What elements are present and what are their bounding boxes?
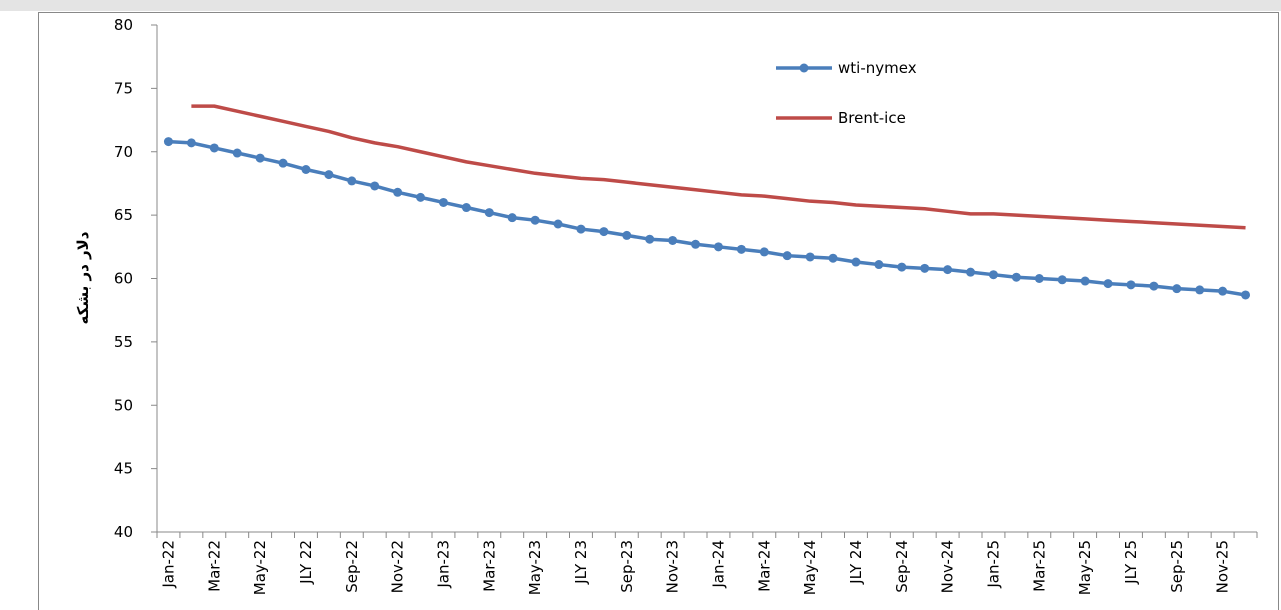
point-marker — [668, 235, 678, 245]
point-marker — [1057, 275, 1067, 285]
point-marker — [416, 192, 426, 202]
x-tick-label: Sep-22 — [343, 540, 361, 593]
x-tick-label: Nov-22 — [389, 540, 407, 593]
point-marker — [553, 219, 563, 229]
x-tick-label: Jan-24 — [709, 540, 727, 589]
point-marker — [1034, 274, 1044, 283]
point-marker — [943, 265, 953, 275]
x-tick-label: JLY 22 — [297, 540, 315, 585]
x-tick-label: Jan-25 — [984, 540, 1002, 589]
point-marker — [1011, 272, 1021, 282]
x-tick-label: Mar-22 — [205, 540, 223, 592]
y-tick-label: 75 — [114, 79, 133, 97]
x-tick-label: Sep-25 — [1168, 540, 1186, 593]
point-marker — [163, 137, 173, 147]
point-marker — [1172, 284, 1182, 294]
x-tick-label: Mar-25 — [1030, 540, 1048, 592]
point-marker — [370, 181, 380, 191]
y-tick-label: 40 — [114, 523, 133, 541]
point-marker — [507, 213, 517, 223]
point-marker — [599, 227, 609, 237]
point-marker — [874, 260, 884, 270]
point-marker — [805, 252, 815, 262]
point-marker — [255, 153, 265, 163]
point-marker — [1103, 279, 1113, 289]
point-marker — [691, 239, 701, 249]
x-tick-label: Nov-25 — [1214, 540, 1232, 593]
point-marker — [645, 234, 655, 244]
x-tick-label: May-24 — [801, 540, 819, 595]
x-tick-label: Jan-22 — [159, 540, 177, 589]
x-tick-label: Nov-24 — [939, 540, 957, 593]
point-marker — [576, 224, 586, 234]
y-tick-label: 60 — [114, 270, 133, 288]
point-marker — [209, 143, 219, 153]
line-series — [191, 104, 1246, 230]
point-marker — [461, 203, 471, 213]
x-tick-label: Mar-23 — [480, 540, 498, 592]
point-marker — [1195, 285, 1205, 295]
point-marker — [393, 187, 403, 197]
legend-marker — [799, 63, 809, 73]
x-tick-label: Nov-23 — [664, 540, 682, 593]
x-tick-label: Jan-23 — [434, 540, 452, 589]
y-tick-label: 80 — [114, 16, 133, 34]
point-marker — [438, 197, 448, 207]
point-marker — [713, 242, 723, 252]
point-marker — [232, 148, 242, 158]
point-marker — [622, 230, 632, 240]
y-tick-label: 55 — [114, 333, 133, 351]
point-marker — [301, 164, 311, 174]
point-marker — [1080, 276, 1090, 286]
point-marker — [1149, 281, 1159, 291]
x-tick-label: JLY 23 — [572, 540, 590, 585]
x-tick-label: Sep-23 — [618, 540, 636, 593]
point-marker — [759, 247, 769, 257]
point-marker — [1126, 280, 1136, 290]
chart-frame — [38, 12, 1279, 610]
point-marker — [920, 263, 930, 273]
top-strip — [0, 0, 1281, 11]
point-marker — [988, 270, 998, 280]
point-marker — [851, 257, 861, 267]
x-tick-label: May-25 — [1076, 540, 1094, 595]
x-tick-label: JLY 25 — [1122, 540, 1140, 585]
y-tick-label: 50 — [114, 396, 133, 414]
x-tick-label: May-22 — [251, 540, 269, 595]
legend-label: wti-nymex — [838, 59, 917, 77]
y-tick-label: 45 — [114, 460, 133, 478]
point-marker — [347, 176, 357, 186]
point-marker — [897, 262, 907, 272]
x-tick-label: May-23 — [526, 540, 544, 595]
y-tick-label: 65 — [114, 206, 133, 224]
x-tick-label: Sep-24 — [893, 540, 911, 593]
x-tick-label: JLY 24 — [847, 540, 865, 585]
point-marker — [530, 215, 540, 225]
point-marker — [1218, 286, 1228, 296]
point-marker — [966, 267, 976, 277]
point-marker — [736, 244, 746, 254]
point-marker — [186, 138, 196, 148]
x-tick-label: Mar-24 — [755, 540, 773, 592]
y-tick-label: 70 — [114, 143, 133, 161]
point-marker — [324, 170, 334, 180]
legend-label: Brent-ice — [838, 109, 906, 127]
point-marker — [782, 251, 792, 261]
y-axis-title: دلار در بشکه — [74, 231, 92, 324]
point-marker — [828, 253, 838, 263]
point-marker — [1241, 290, 1251, 300]
point-marker — [278, 158, 288, 168]
point-marker — [484, 208, 494, 218]
